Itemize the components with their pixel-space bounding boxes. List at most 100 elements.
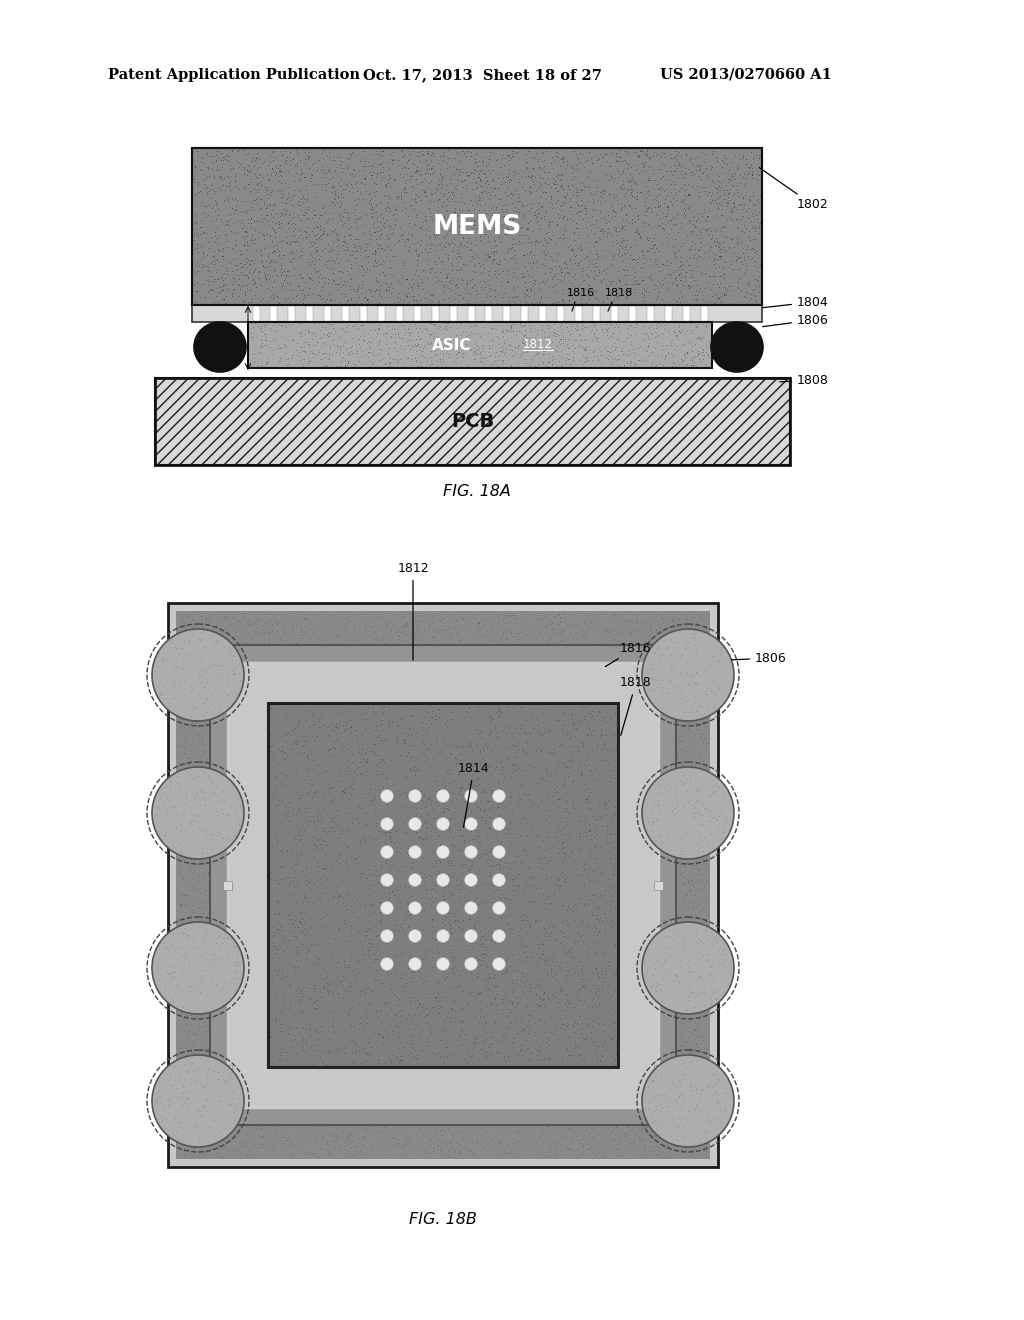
Point xyxy=(519,909,536,931)
Point xyxy=(689,775,706,796)
Point xyxy=(500,238,516,259)
Point xyxy=(430,187,446,209)
Point xyxy=(206,793,222,814)
Point xyxy=(505,933,521,954)
Point xyxy=(194,1026,210,1047)
Point xyxy=(281,1078,297,1100)
Point xyxy=(618,288,635,309)
Point xyxy=(402,640,419,661)
Point xyxy=(563,887,580,908)
Point xyxy=(337,748,353,770)
Point xyxy=(587,838,603,859)
Point xyxy=(395,886,412,907)
Point xyxy=(438,981,455,1002)
Point xyxy=(183,799,200,820)
Point xyxy=(201,280,217,301)
Point xyxy=(598,887,614,908)
Point xyxy=(358,920,375,941)
Point xyxy=(568,158,585,180)
Point xyxy=(677,193,693,214)
Point xyxy=(455,161,471,182)
Point xyxy=(390,785,407,807)
Point xyxy=(339,738,355,759)
Point xyxy=(293,841,309,862)
Point xyxy=(493,1016,509,1038)
Point xyxy=(481,807,498,828)
Point xyxy=(517,292,534,313)
Point xyxy=(209,292,225,313)
Point xyxy=(604,739,621,760)
Point xyxy=(563,939,580,960)
Point xyxy=(227,961,244,982)
Point xyxy=(651,775,668,796)
Point xyxy=(569,252,586,273)
Point xyxy=(614,797,631,818)
Point xyxy=(583,962,599,983)
Point xyxy=(587,664,603,685)
Point xyxy=(438,941,455,962)
Point xyxy=(352,239,369,260)
Point xyxy=(315,709,332,730)
Point xyxy=(347,1048,364,1069)
Point xyxy=(432,975,449,997)
Point xyxy=(379,1048,395,1069)
Point xyxy=(429,784,445,805)
Point xyxy=(475,919,492,940)
Point xyxy=(452,874,468,895)
Point xyxy=(231,759,248,780)
Point xyxy=(353,846,370,867)
Point xyxy=(741,190,758,211)
Point xyxy=(309,780,326,801)
Point xyxy=(614,162,631,183)
Point xyxy=(482,858,499,879)
Point xyxy=(163,632,179,653)
Point xyxy=(518,710,535,731)
Point xyxy=(182,927,199,948)
Point xyxy=(391,899,408,920)
Point xyxy=(582,803,598,824)
Point xyxy=(459,737,475,758)
Point xyxy=(450,733,466,754)
Point xyxy=(291,759,307,780)
Point xyxy=(221,1063,238,1084)
Point xyxy=(388,813,404,834)
Point xyxy=(301,940,317,961)
Point xyxy=(593,651,609,672)
Point xyxy=(687,215,703,236)
Point xyxy=(407,742,423,763)
Point xyxy=(356,882,373,903)
Point xyxy=(365,894,381,915)
Point xyxy=(340,960,356,981)
Point xyxy=(396,1031,413,1052)
Point xyxy=(683,744,699,766)
Point xyxy=(617,1057,634,1078)
Point xyxy=(332,652,348,673)
Point xyxy=(355,322,372,343)
Point xyxy=(662,923,678,944)
Point xyxy=(542,962,558,983)
Point xyxy=(487,780,504,801)
Point xyxy=(389,968,406,989)
Point xyxy=(421,1006,437,1027)
Point xyxy=(182,907,199,928)
Point xyxy=(605,1030,622,1051)
Point xyxy=(510,771,526,792)
Point xyxy=(330,624,346,645)
Point xyxy=(479,851,496,873)
Point xyxy=(696,199,713,220)
Point xyxy=(668,326,684,347)
Point xyxy=(218,224,234,246)
Point xyxy=(652,766,669,787)
Point xyxy=(550,1031,566,1052)
Point xyxy=(289,850,305,871)
Point xyxy=(429,982,445,1003)
Point xyxy=(325,873,341,894)
Point xyxy=(420,356,436,378)
Point xyxy=(216,842,232,863)
Point xyxy=(327,911,343,932)
Point xyxy=(668,1060,684,1081)
Point xyxy=(335,1121,351,1142)
Point xyxy=(601,921,617,942)
Point xyxy=(440,809,457,830)
Point xyxy=(566,717,583,738)
